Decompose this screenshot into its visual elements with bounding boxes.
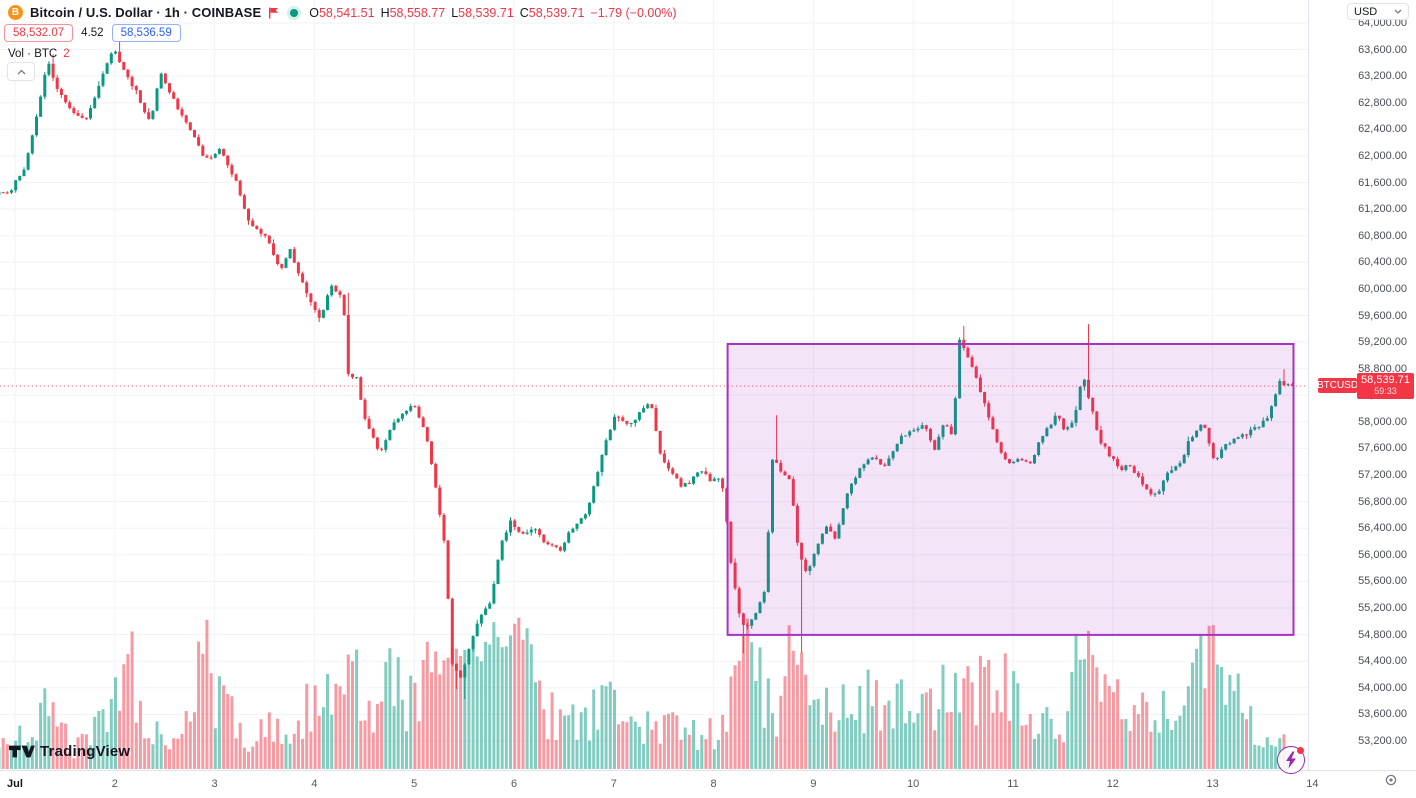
price-chart[interactable] <box>0 0 1308 770</box>
tradingview-logo-icon <box>8 745 35 758</box>
time-axis-label: Jul <box>7 778 23 790</box>
low-value: 58,539.71 <box>458 5 514 20</box>
tradingview-watermark[interactable]: TradingView <box>8 743 130 760</box>
price-tick-label: 57,600.00 <box>1358 442 1407 455</box>
ohlc-readout: O58,541.51 H58,558.77 L58,539.71 C58,539… <box>309 6 676 20</box>
volume-legend-row: Vol · BTC 2 <box>8 48 70 60</box>
quick-trade-button[interactable] <box>1277 746 1305 774</box>
currency-dropdown[interactable]: USD <box>1347 3 1409 20</box>
bar-countdown: 59:33 <box>1374 385 1397 396</box>
market-status-dot <box>290 8 299 17</box>
sell-price-button[interactable]: 58,532.07 <box>4 24 74 42</box>
price-tick-label: 55,600.00 <box>1358 575 1407 588</box>
price-tick-label: 57,200.00 <box>1358 469 1407 481</box>
gridlines <box>0 0 1308 770</box>
axis-settings-button[interactable] <box>1383 772 1399 788</box>
lightning-icon <box>1286 751 1296 769</box>
last-price-value: 58,539.71 <box>1361 373 1410 386</box>
open-value: 58,541.51 <box>318 5 375 20</box>
price-tick-label: 59,600.00 <box>1358 309 1407 322</box>
tradingview-logo-text: TradingView <box>40 743 131 760</box>
price-tick-label: 62,400.00 <box>1358 123 1407 136</box>
time-axis-label: 10 <box>907 778 920 790</box>
time-axis-label: 9 <box>810 778 817 790</box>
time-axis-label: 8 <box>710 778 717 790</box>
price-tick-label: 60,800.00 <box>1358 229 1407 242</box>
price-tick-label: 56,400.00 <box>1358 522 1407 535</box>
price-tick-label: 60,000.00 <box>1358 282 1407 295</box>
price-tick-label: 56,000.00 <box>1358 548 1407 561</box>
volume-bars-down <box>1 617 1294 769</box>
notification-dot <box>1297 747 1304 754</box>
low-label: L <box>451 5 459 20</box>
volume-indicator-value: 2 <box>63 48 70 60</box>
symbol-axis-tag: BTCUSD <box>1316 378 1359 394</box>
symbol-header-row: B Bitcoin / U.S. Dollar · 1h · COINBASE … <box>8 5 677 20</box>
time-axis-label: 2 <box>111 778 118 790</box>
close-label: C <box>519 5 529 20</box>
price-tick-label: 53,600.00 <box>1358 708 1407 721</box>
price-tick-label: 61,600.00 <box>1358 176 1407 189</box>
last-price-axis-badge: 58,539.71 59:33 <box>1357 372 1414 399</box>
time-axis-label: 12 <box>1106 778 1119 790</box>
chevron-down-icon <box>1394 9 1402 14</box>
price-tick-label: 60,400.00 <box>1358 256 1407 269</box>
gear-icon <box>1385 774 1397 786</box>
volume-bars-up <box>0 622 1290 769</box>
time-axis-label: 4 <box>311 778 318 790</box>
price-tick-label: 58,800.00 <box>1358 362 1407 375</box>
price-tick-label: 63,200.00 <box>1358 70 1407 83</box>
time-axis-label: 3 <box>211 778 218 790</box>
time-axis-label: 13 <box>1206 778 1219 790</box>
time-axis-label: 5 <box>411 778 418 790</box>
high-label: H <box>380 5 390 20</box>
price-tick-label: 54,400.00 <box>1358 655 1407 668</box>
time-axis[interactable]: Jul 2 3 4 5 6 7 8 9 10 11 12 13 14 <box>0 770 1416 798</box>
bitcoin-icon: B <box>8 5 23 20</box>
price-tick-label: 58,000.00 <box>1358 415 1407 428</box>
price-tick-label: 61,200.00 <box>1358 203 1407 216</box>
chevron-up-icon <box>17 69 25 74</box>
time-axis-label: 6 <box>510 778 518 790</box>
price-tick-label: 53,200.00 <box>1358 734 1407 747</box>
spread-value: 4.52 <box>81 27 104 39</box>
change-value: −1.79 (−0.00%) <box>590 5 677 20</box>
symbol-title[interactable]: Bitcoin / U.S. Dollar · 1h · COINBASE <box>30 5 262 20</box>
legend-collapse-button[interactable] <box>7 62 35 81</box>
currency-label: USD <box>1354 5 1378 18</box>
price-tick-label: 62,800.00 <box>1358 96 1407 109</box>
price-tick-label: 63,600.00 <box>1358 43 1407 56</box>
price-tick-label: 62,000.00 <box>1358 149 1407 162</box>
time-axis-label: 11 <box>1007 778 1019 790</box>
close-value: 58,539.71 <box>528 5 585 20</box>
highlight-box-drawing[interactable] <box>726 343 1295 636</box>
price-axis[interactable]: USD 64,000.00 63,600.00 63,200.00 62,800.00… <box>1308 0 1416 770</box>
price-tick-label: 56,800.00 <box>1358 495 1407 508</box>
volume-indicator-label[interactable]: Vol · BTC <box>8 48 58 60</box>
trade-buttons-row: 58,532.07 4.52 58,536.59 <box>4 24 181 42</box>
high-value: 58,558.77 <box>389 5 446 20</box>
open-label: O <box>309 5 319 20</box>
price-tick-label: 59,200.00 <box>1358 336 1407 349</box>
flag-icon[interactable] <box>268 7 279 19</box>
time-axis-label: 14 <box>1306 778 1319 790</box>
buy-price-button[interactable]: 58,536.59 <box>111 24 181 42</box>
price-tick-label: 54,800.00 <box>1358 628 1407 641</box>
time-axis-label: 7 <box>610 778 617 790</box>
price-tick-label: 55,200.00 <box>1358 602 1407 614</box>
price-tick-label: 54,000.00 <box>1358 681 1407 694</box>
